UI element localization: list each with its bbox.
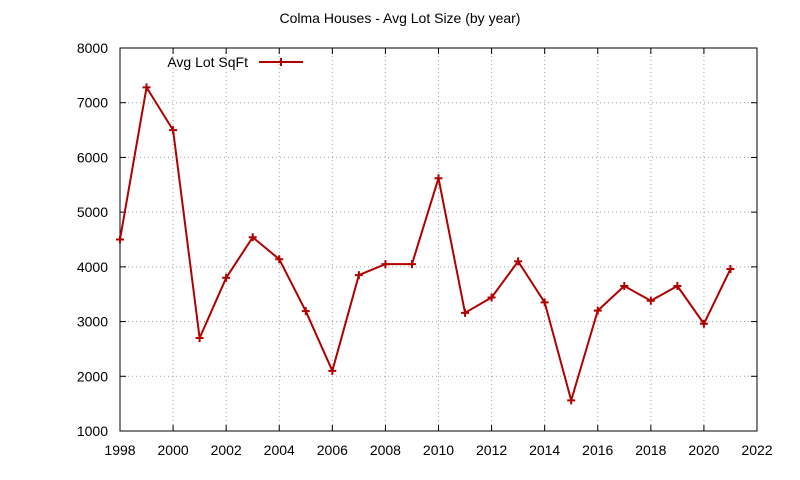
data-point-marker: [248, 233, 257, 242]
x-tick-label: 2008: [370, 442, 401, 458]
data-point-marker: [116, 235, 124, 244]
data-point-marker: [567, 396, 576, 405]
legend-marker: [277, 58, 285, 66]
data-point-marker: [593, 306, 602, 315]
x-tick-label: 2004: [264, 442, 295, 458]
grid: [120, 48, 757, 431]
data-point-marker: [540, 298, 549, 307]
y-axis: 1000 2000 3000 4000 5000 6000 7000 8000: [77, 40, 757, 439]
data-point-marker: [169, 126, 178, 135]
x-tick-label: 2014: [529, 442, 560, 458]
x-tick-label: 2016: [582, 442, 613, 458]
data-point-marker: [620, 282, 629, 291]
x-tick-label: 1998: [104, 442, 135, 458]
x-tick-label: 2010: [423, 442, 454, 458]
y-tick-label: 4000: [77, 259, 108, 275]
plot-frame: [119, 47, 758, 432]
data-point-marker: [487, 293, 496, 302]
y-tick-label: 1000: [77, 423, 108, 439]
x-tick-label: 2022: [741, 442, 772, 458]
y-tick-label: 7000: [77, 95, 108, 111]
data-point-marker: [434, 174, 443, 183]
data-point-marker: [222, 273, 231, 282]
data-point-marker: [381, 260, 390, 269]
data-point-marker: [461, 308, 470, 317]
data-point-marker: [354, 271, 363, 280]
data-point-marker: [142, 83, 151, 92]
chart-title: Colma Houses - Avg Lot Size (by year): [280, 10, 521, 26]
data-point-marker: [328, 366, 337, 375]
series-line: [119, 86, 732, 402]
data-point-marker: [646, 296, 655, 305]
y-tick-label: 3000: [77, 314, 108, 330]
x-tick-label: 2000: [158, 442, 189, 458]
data-point-marker: [673, 282, 682, 291]
y-tick-label: 8000: [77, 40, 108, 56]
data-point-marker: [699, 319, 708, 328]
x-tick-label: 2018: [635, 442, 666, 458]
y-tick-label: 2000: [77, 368, 108, 384]
y-tick-label: 5000: [77, 204, 108, 220]
data-point-marker: [407, 260, 416, 269]
data-point-marker: [726, 265, 735, 274]
data-point-marker: [195, 333, 204, 342]
x-tick-label: 2006: [317, 442, 348, 458]
legend: Avg Lot SqFt: [167, 54, 303, 70]
y-tick-label: 6000: [77, 149, 108, 165]
x-tick-label: 2020: [688, 442, 719, 458]
data-point-marker: [301, 307, 310, 316]
series-layer: [116, 83, 735, 405]
data-point-marker: [514, 257, 523, 266]
legend-label: Avg Lot SqFt: [167, 54, 248, 70]
x-axis: 1998 2000 2002 2004 2006 2008 2010 2012 2014 2016…: [104, 48, 773, 458]
data-point-marker: [275, 255, 284, 264]
x-tick-label: 2002: [211, 442, 242, 458]
x-tick-label: 2012: [476, 442, 507, 458]
